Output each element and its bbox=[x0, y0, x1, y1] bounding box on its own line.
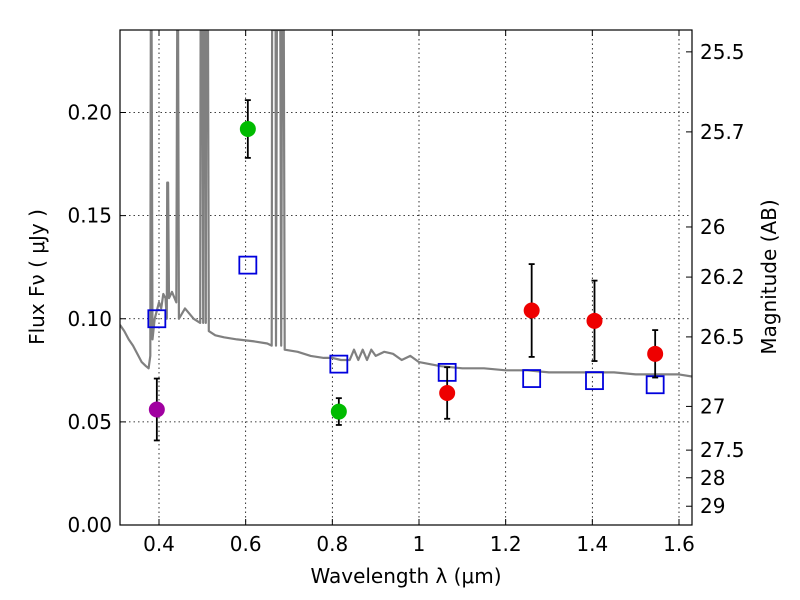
y2-tick-label: 25.7 bbox=[700, 120, 745, 144]
observed-point bbox=[647, 345, 664, 362]
observed-point bbox=[439, 385, 456, 401]
observed-point bbox=[239, 121, 256, 137]
y2-tick-label: 27.5 bbox=[700, 438, 745, 462]
observed-point bbox=[148, 401, 165, 418]
x-tick-label: 1.2 bbox=[490, 532, 522, 556]
observed-point bbox=[523, 302, 540, 319]
plot-area bbox=[120, 30, 692, 442]
x-tick-label: 1.6 bbox=[663, 532, 695, 556]
y2-tick-label: 28 bbox=[700, 466, 725, 490]
model-photometry-square bbox=[522, 369, 542, 388]
model-sed-line bbox=[120, 30, 692, 378]
model-photometry-square bbox=[329, 354, 349, 374]
y2-tick-label: 26.2 bbox=[700, 265, 745, 289]
observed-point bbox=[330, 403, 347, 420]
y-tick-label: 0.10 bbox=[67, 307, 112, 331]
y-tick-label: 0.05 bbox=[67, 410, 112, 434]
y2-tick-label: 29 bbox=[700, 494, 725, 518]
x-tick-label: 1 bbox=[413, 532, 426, 556]
model-photometry-square bbox=[147, 309, 167, 329]
y2-axis-label: Magnitude (AB) bbox=[757, 199, 781, 354]
y-tick-label: 0.00 bbox=[67, 513, 112, 537]
observed-point bbox=[586, 312, 603, 329]
x-tick-label: 0.6 bbox=[230, 532, 262, 556]
x-tick-label: 0.4 bbox=[143, 532, 175, 556]
y2-tick-label: 26 bbox=[700, 215, 725, 239]
y-tick-label: 0.15 bbox=[67, 204, 112, 228]
y2-tick-label: 26.5 bbox=[700, 325, 745, 349]
model-photometry-square bbox=[585, 371, 604, 391]
y2-tick-label: 27 bbox=[700, 394, 725, 418]
x-axis-label: Wavelength λ (μm) bbox=[310, 564, 501, 588]
model-photometry-square bbox=[238, 255, 258, 275]
x-tick-label: 0.8 bbox=[316, 532, 348, 556]
y-axis-label: Flux Fν ( μJy ) bbox=[25, 209, 49, 345]
y-tick-label: 0.20 bbox=[67, 101, 112, 125]
x-tick-label: 1.4 bbox=[576, 532, 608, 556]
axis-ticks: 0.4 0.6 0.8 1 1.2 1.4 1.6 0.00 0.05 0.10 0.15 0.20 2… bbox=[67, 30, 745, 556]
y2-tick-label: 25.5 bbox=[700, 40, 745, 64]
